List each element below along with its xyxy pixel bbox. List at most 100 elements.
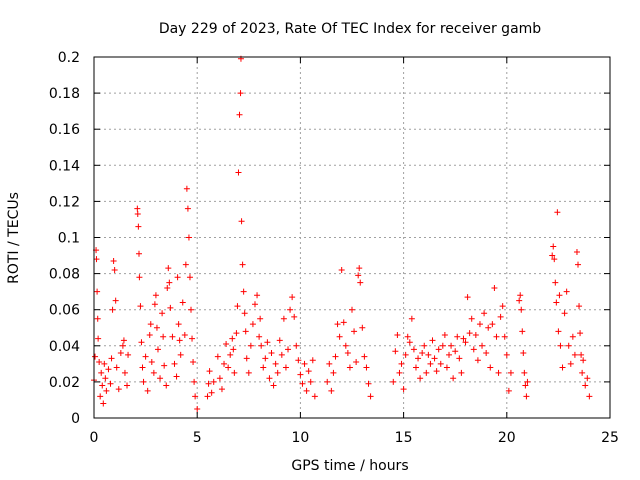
- x-tick-label: 10: [291, 430, 309, 446]
- data-point: [472, 331, 479, 338]
- data-point: [125, 351, 132, 358]
- data-point: [144, 387, 151, 394]
- y-tick-label: 0.1: [58, 231, 80, 247]
- data-point: [184, 205, 191, 212]
- data-point: [214, 353, 221, 360]
- data-point: [230, 346, 237, 353]
- data-point: [176, 337, 183, 344]
- chart-title: Day 229 of 2023, Rate Of TEC Index for r…: [159, 21, 541, 37]
- data-point: [194, 405, 201, 412]
- data-point: [433, 368, 440, 375]
- x-tick-label: 5: [193, 430, 202, 446]
- y-tick-label: 0.02: [49, 375, 80, 391]
- data-point: [166, 279, 173, 286]
- data-point: [429, 337, 436, 344]
- data-point: [400, 386, 407, 393]
- data-point: [189, 335, 196, 342]
- data-point: [336, 333, 343, 340]
- data-point: [135, 223, 142, 230]
- data-point: [161, 362, 168, 369]
- data-point: [208, 389, 215, 396]
- data-point: [287, 306, 294, 313]
- data-point: [309, 357, 316, 364]
- data-point: [227, 351, 234, 358]
- data-point: [120, 337, 127, 344]
- data-point: [256, 333, 263, 340]
- data-point: [183, 185, 190, 192]
- data-point: [182, 261, 189, 268]
- data-point: [353, 359, 360, 366]
- data-point: [295, 357, 302, 364]
- x-axis-label: GPS time / hours: [291, 458, 408, 474]
- data-point: [578, 351, 585, 358]
- data-point: [550, 243, 557, 250]
- data-point: [190, 359, 197, 366]
- data-point: [160, 333, 167, 340]
- data-point: [551, 256, 558, 263]
- data-point: [233, 330, 240, 337]
- data-point: [305, 368, 312, 375]
- data-point: [423, 369, 430, 376]
- data-point: [468, 315, 475, 322]
- data-point: [109, 306, 116, 313]
- data-point: [137, 303, 144, 310]
- y-tick-label: 0.18: [49, 86, 80, 102]
- data-point: [523, 393, 530, 400]
- data-point: [268, 350, 275, 357]
- data-point: [557, 342, 564, 349]
- data-point: [464, 294, 471, 301]
- data-point: [363, 364, 370, 371]
- data-points: [91, 55, 593, 412]
- data-point: [110, 257, 117, 264]
- data-point: [402, 351, 409, 358]
- data-point: [452, 348, 459, 355]
- data-point: [262, 355, 269, 362]
- y-tick-label: 0.08: [49, 267, 80, 283]
- data-point: [324, 378, 331, 385]
- data-point: [95, 335, 102, 342]
- data-point: [517, 292, 524, 299]
- data-point: [431, 355, 438, 362]
- data-point: [297, 371, 304, 378]
- data-point: [456, 355, 463, 362]
- data-point: [575, 261, 582, 268]
- data-point: [398, 360, 405, 367]
- data-point: [151, 301, 158, 308]
- data-point: [257, 315, 264, 322]
- data-point: [159, 310, 166, 317]
- data-point: [239, 261, 246, 268]
- data-point: [204, 393, 211, 400]
- data-point: [102, 375, 109, 382]
- data-point: [489, 321, 496, 328]
- data-point: [186, 274, 193, 281]
- data-point: [146, 331, 153, 338]
- data-point: [135, 250, 142, 257]
- data-point: [576, 303, 583, 310]
- data-point: [458, 369, 465, 376]
- data-point: [521, 369, 528, 376]
- y-tick-label: 0.16: [49, 122, 80, 138]
- data-point: [427, 360, 434, 367]
- data-point: [229, 335, 236, 342]
- data-point: [218, 386, 225, 393]
- data-point: [152, 292, 159, 299]
- data-point: [301, 360, 308, 367]
- data-point: [493, 333, 500, 340]
- data-point: [483, 350, 490, 357]
- data-point: [334, 321, 341, 328]
- data-point: [165, 265, 172, 272]
- data-point: [169, 333, 176, 340]
- data-point: [254, 292, 261, 299]
- data-point: [216, 375, 223, 382]
- data-point: [359, 324, 366, 331]
- data-point: [503, 351, 510, 358]
- data-point: [94, 315, 101, 322]
- data-point: [157, 375, 164, 382]
- data-point: [450, 375, 457, 382]
- data-point: [563, 288, 570, 295]
- data-point: [466, 330, 473, 337]
- data-point: [356, 265, 363, 272]
- y-tick-label: 0: [71, 411, 80, 427]
- data-point: [241, 310, 248, 317]
- y-tick-label: 0.04: [49, 339, 80, 355]
